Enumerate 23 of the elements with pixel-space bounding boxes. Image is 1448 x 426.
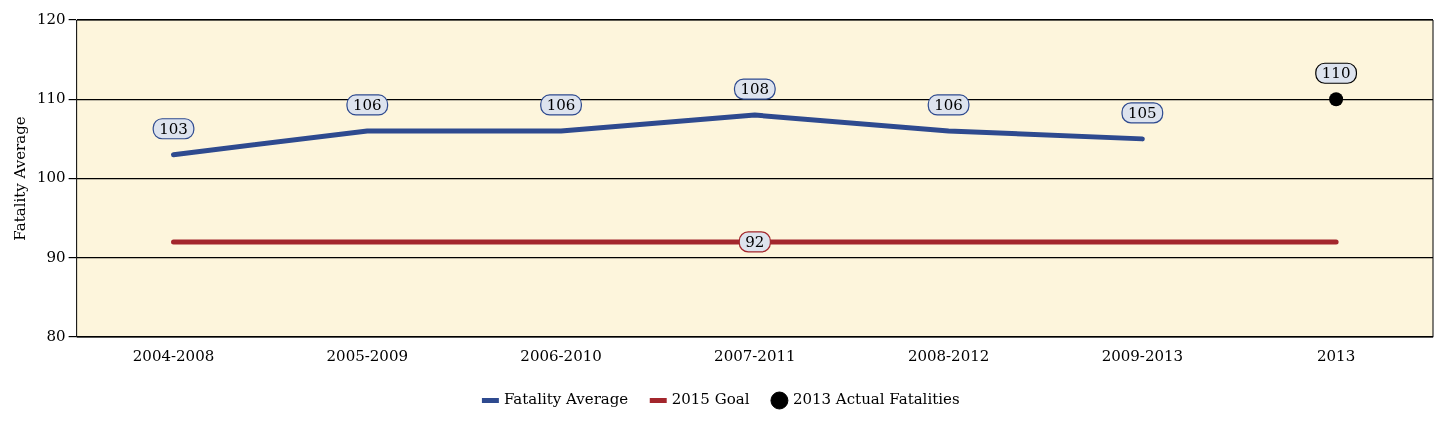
y-tick-label: 110 [36,89,66,108]
x-tick-label: 2004-2008 [132,346,215,365]
y-tick-label: 90 [46,247,66,266]
x-tick-label: 2009-2013 [1101,346,1184,365]
data-label: 110 [1321,64,1351,83]
y-tick-label: 80 [46,326,66,345]
x-tick-label: 2007-2011 [714,346,796,365]
x-tick-label: 2005-2009 [326,346,408,365]
legend-label: 2013 Actual Fatalities [792,390,960,409]
legend-label: 2015 Goal [671,390,750,409]
y-tick-label: 120 [36,9,66,28]
legend-label: Fatality Average [503,390,629,409]
data-label: 106 [352,95,382,114]
data-label: 106 [934,95,963,114]
data-label: 106 [546,95,576,114]
x-tick-label: 2008-2012 [907,346,990,365]
x-tick-label: 2013 [1317,346,1356,365]
data-label: 105 [1128,103,1157,122]
data-label: 108 [740,79,770,98]
y-tick-label: 100 [36,168,66,187]
y-axis-title: Fatality Average [10,116,29,241]
data-label: 103 [159,119,188,138]
x-tick-label: 2006-2010 [520,346,602,365]
